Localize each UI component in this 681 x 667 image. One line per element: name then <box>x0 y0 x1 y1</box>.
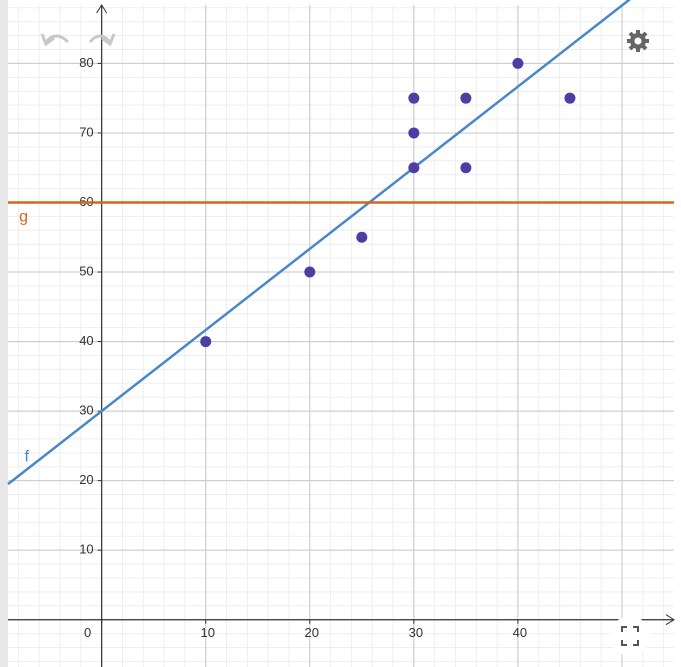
data-point <box>460 162 472 174</box>
undo-icon <box>44 34 70 44</box>
y-axis-arrow <box>96 4 108 14</box>
undo-button[interactable] <box>40 33 70 47</box>
y-tick-label: 20 <box>79 472 93 487</box>
x-axis-arrow <box>665 614 675 626</box>
y-tick-label: 70 <box>79 124 93 139</box>
y-tick-label: 10 <box>79 542 93 557</box>
x-tick-label: 20 <box>305 625 319 640</box>
function-label: g <box>19 209 28 226</box>
x-tick-label: 30 <box>409 625 423 640</box>
redo-arrowhead <box>101 33 116 47</box>
function-label: f <box>25 449 30 466</box>
data-point <box>304 266 316 278</box>
data-point <box>356 231 368 243</box>
plot-area: 0102030401020304050607080fg <box>7 0 675 667</box>
fullscreen-bg <box>610 616 650 656</box>
fullscreen-button[interactable] <box>610 616 650 656</box>
settings-button[interactable] <box>627 30 649 52</box>
left-border <box>0 0 8 667</box>
function-line <box>7 0 631 486</box>
data-point <box>200 336 212 348</box>
x-tick-label: 10 <box>200 625 214 640</box>
gear-hole <box>634 37 642 45</box>
y-tick-label: 40 <box>79 333 93 348</box>
redo-icon <box>88 34 112 44</box>
x-tick-label: 0 <box>84 625 91 640</box>
y-tick-label: 80 <box>79 55 93 70</box>
data-point <box>408 127 420 139</box>
y-tick-label: 30 <box>79 403 93 418</box>
x-tick-label: 40 <box>513 625 527 640</box>
data-point <box>408 92 420 104</box>
data-point <box>408 162 420 174</box>
data-point <box>564 92 576 104</box>
redo-button[interactable] <box>88 33 116 47</box>
data-point <box>460 92 472 104</box>
data-point <box>512 57 524 69</box>
y-tick-label: 50 <box>79 263 93 278</box>
undo-arrowhead <box>40 33 55 47</box>
fullscreen-icon <box>621 626 639 646</box>
